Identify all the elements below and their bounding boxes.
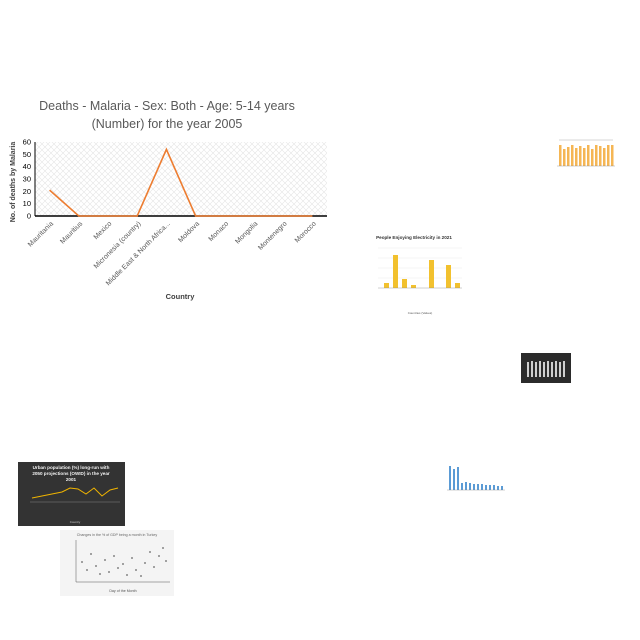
thumbnail-urban-title: Urban population (%) long-run with <box>33 465 110 470</box>
thumbnail-urban-title-line3: 2001 <box>66 477 77 482</box>
y-tick-label: 20 <box>23 187 31 196</box>
thumbnail-scatter-chart: Changes in the % of GDP being a month in… <box>60 530 174 596</box>
x-tick-label: Mauritania <box>27 220 55 248</box>
y-tick-label: 40 <box>23 162 31 171</box>
y-tick-label: 10 <box>23 199 31 208</box>
x-tick-label: Morocco <box>294 220 318 244</box>
y-axis-label: No. of deaths by Malaria <box>10 142 17 223</box>
thumbnail-orange-bar-chart <box>553 134 619 172</box>
series-line <box>49 147 313 217</box>
thumbnail-scatter-title: Changes in the % of GDP being a month in… <box>77 533 158 537</box>
x-tick-label: Mexico <box>93 220 114 241</box>
thumbnail-dark-bar-chart <box>521 353 571 383</box>
y-tick-label: 50 <box>23 150 31 159</box>
main-chart: Deaths - Malaria - Sex: Both - Age: 5-14… <box>10 99 327 301</box>
thumbnail-urban-xlabel: Country <box>70 520 81 524</box>
x-tick-label: Mauritius <box>59 220 84 245</box>
thumbnail-scatter-xlabel: Day of the Month <box>109 589 136 593</box>
y-tick-label: 30 <box>23 175 31 184</box>
x-tick-label: Middle East & North Africa... <box>105 220 172 287</box>
chart-title-line1: Deaths - Malaria - Sex: Both - Age: 5-14… <box>39 99 295 113</box>
chart-title-line2: (Number) for the year 2005 <box>92 117 243 131</box>
thumbnail-electricity-xlabel: Countries (Values) <box>408 311 433 315</box>
thumbnail-electricity-chart: People Enjoying Electricity in 2021 Coun… <box>362 232 466 318</box>
y-tick-labels: 0 10 20 30 40 50 60 <box>23 138 31 221</box>
x-tick-label: Moldova <box>177 220 201 244</box>
thumbnail-urban-population-chart: Urban population (%) long-run with 2050 … <box>18 462 125 526</box>
plot-area <box>35 142 327 216</box>
thumbnail-electricity-title: People Enjoying Electricity in 2021 <box>376 235 452 240</box>
y-tick-label: 0 <box>27 212 31 221</box>
thumbnail-urban-title-line2: 2050 projections (OWID) in the year <box>32 471 110 476</box>
series-group <box>49 147 313 217</box>
y-tick-label: 60 <box>23 138 31 147</box>
x-tick-label: Monaco <box>208 220 231 243</box>
x-tick-label: Montenegro <box>257 220 288 251</box>
x-tick-label: Mongolia <box>234 220 259 245</box>
thumbnail-blue-bar-chart <box>441 458 507 496</box>
x-axis-label: Country <box>166 292 196 301</box>
